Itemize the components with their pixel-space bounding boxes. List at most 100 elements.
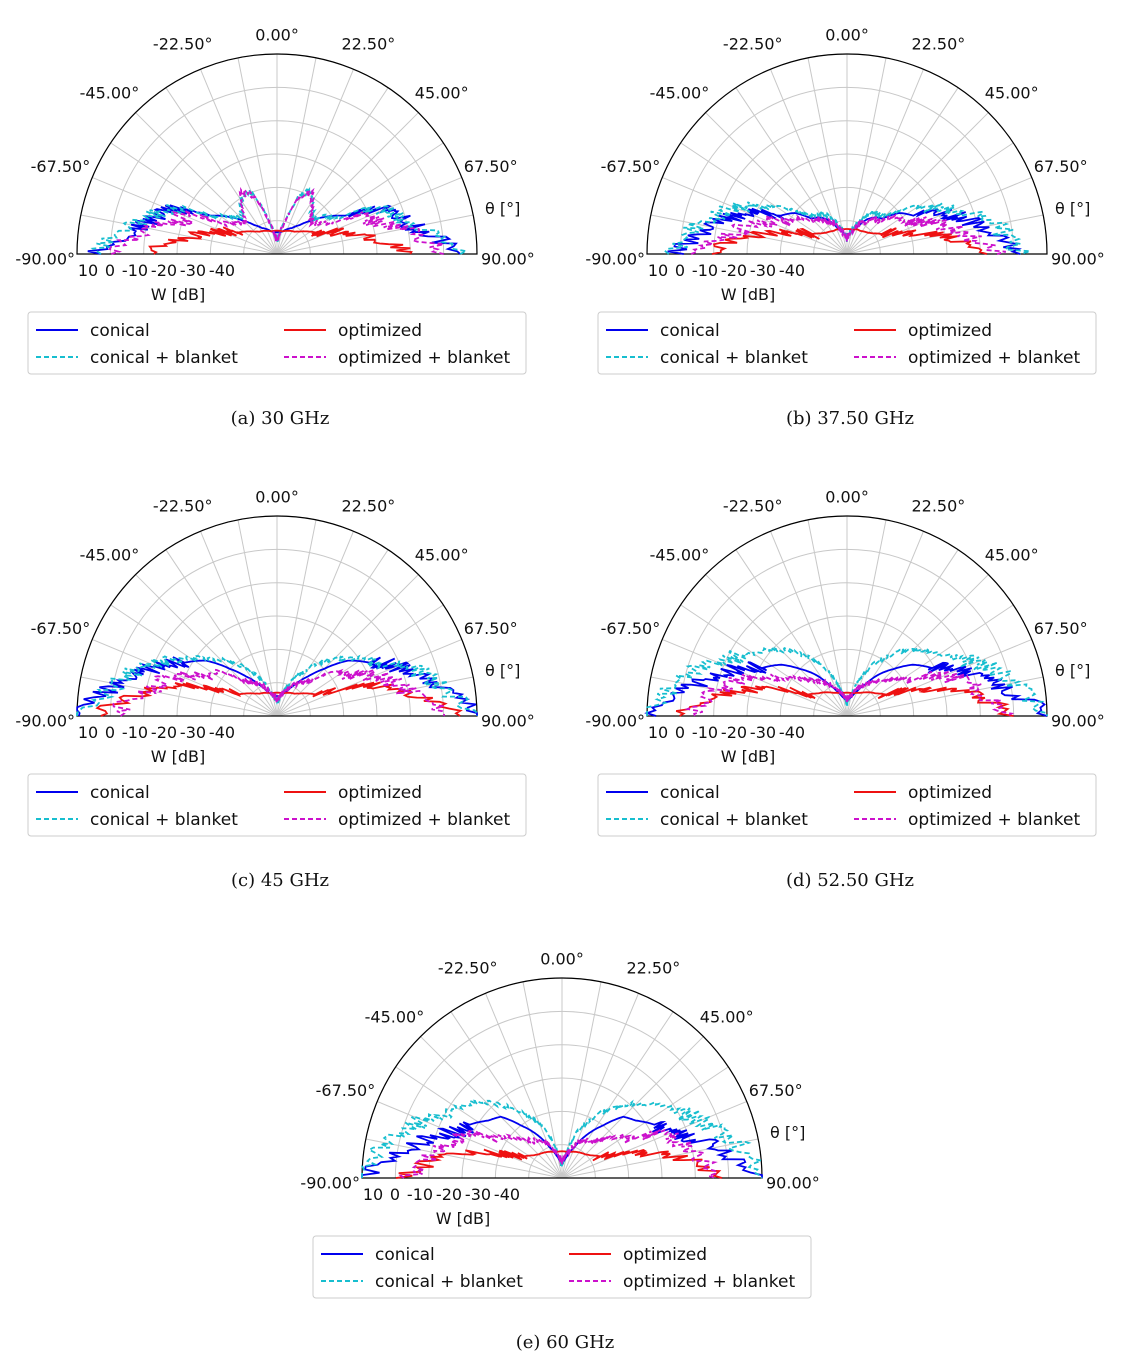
angular-grid-line [561, 993, 639, 1179]
angle-tick-label: 22.50° [341, 35, 395, 54]
angle-tick-label: -90.00° [585, 250, 645, 269]
angle-tick-label: 45.00° [415, 84, 469, 103]
angular-grid-line [276, 57, 317, 255]
angular-grid-line [705, 112, 848, 255]
angular-grid-line [650, 214, 848, 255]
angular-grid-line [846, 177, 1032, 255]
angular-grid-line [522, 981, 563, 1179]
caption-c: (c) 45 GHz [230, 870, 330, 891]
angle-tick-label: -90.00° [15, 712, 75, 731]
legend-box [27, 773, 527, 837]
polar-chart-a: -90.00° -67.50° -45.00° -22.50° 0.00° 22.50° 4… [15, 26, 535, 375]
radial-tick-label: 10 [648, 261, 668, 280]
radial-tick-label: -10 [407, 1185, 433, 1204]
radial-tick-label: 0 [105, 723, 115, 742]
chart-panel-e: -90.00° -67.50° -45.00° -22.50° 0.00° 22.50° 4… [285, 924, 825, 1364]
radial-tick-label: -20 [721, 261, 747, 280]
angle-tick-label: 0.00° [255, 26, 299, 45]
radial-tick-label: -30 [180, 723, 206, 742]
angle-tick-label: -22.50° [153, 35, 213, 54]
radial-tick-label: -20 [721, 723, 747, 742]
angle-tick-label: -67.50° [601, 619, 661, 638]
legend-label: conical + blanket [375, 1272, 523, 1292]
angle-tick-label: -67.50° [316, 1081, 376, 1100]
angular-grid-line [237, 57, 278, 255]
series-line-3 [108, 186, 444, 255]
radial-tick-label: -10 [122, 261, 148, 280]
angle-tick-label: -45.00° [80, 546, 140, 565]
angle-tick-label: 22.50° [341, 497, 395, 516]
angle-tick-label: -90.00° [15, 250, 75, 269]
caption-d: (d) 52.50 GHz [785, 870, 915, 891]
radial-tick-label: 0 [675, 723, 685, 742]
angular-grid-line [846, 676, 1044, 717]
radial-tick-label: 0 [105, 261, 115, 280]
angular-grid-line [561, 1101, 747, 1179]
angle-tick-label: 90.00° [481, 250, 535, 269]
angular-grid-line [846, 87, 959, 255]
angular-grid-line [846, 57, 887, 255]
radial-axis-label: W [dB] [721, 747, 776, 766]
angular-grid-line [485, 993, 563, 1179]
legend-label: optimized + blanket [623, 1272, 795, 1292]
legend-label: optimized + blanket [908, 348, 1080, 368]
polar-frame [76, 515, 478, 717]
angular-grid-line [365, 1138, 563, 1179]
angle-tick-label: 0.00° [255, 488, 299, 507]
chart-panel-c: -90.00° -67.50° -45.00° -22.50° 0.00° 22.50° 4… [0, 462, 540, 902]
radial-tick-label: -20 [436, 1185, 462, 1204]
angular-grid-line [561, 1011, 674, 1179]
angular-grid-line [846, 112, 989, 255]
angular-grid-line [276, 177, 462, 255]
theta-axis-label: θ [°] [485, 199, 520, 218]
radial-tick-label: 0 [675, 261, 685, 280]
series-line-2 [675, 685, 1014, 717]
angular-grid-line [135, 112, 278, 255]
legend-label: optimized [338, 783, 422, 803]
radial-tick-label: -40 [209, 723, 235, 742]
legend-label: conical [660, 321, 720, 341]
angular-grid-line [680, 142, 848, 255]
series-line-2 [711, 227, 988, 255]
legend-box [312, 1235, 812, 1299]
angle-tick-label: 22.50° [911, 35, 965, 54]
angular-grid-line [650, 676, 848, 717]
angle-tick-label: 90.00° [481, 712, 535, 731]
angular-grid-line [662, 177, 848, 255]
angular-grid-line [237, 519, 278, 717]
angle-tick-label: -90.00° [585, 712, 645, 731]
radial-tick-label: 0 [390, 1185, 400, 1204]
radial-tick-label: -10 [692, 261, 718, 280]
radial-tick-label: -40 [779, 723, 805, 742]
radial-tick-label: 10 [363, 1185, 383, 1204]
legend-label: conical + blanket [660, 348, 808, 368]
radial-tick-label: -30 [750, 261, 776, 280]
angular-grid-line [846, 549, 959, 717]
angle-tick-label: -67.50° [31, 157, 91, 176]
polar-frame [361, 977, 763, 1179]
angular-grid-line [110, 142, 278, 255]
radial-tick-label: 10 [78, 261, 98, 280]
angular-grid-line [276, 676, 474, 717]
legend-label: optimized [908, 783, 992, 803]
legend-label: conical + blanket [90, 810, 238, 830]
angle-tick-label: -45.00° [365, 1008, 425, 1027]
polar-chart-b: -90.00° -67.50° -45.00° -22.50° 0.00° 22.50° 4… [585, 26, 1105, 375]
legend-box [597, 311, 1097, 375]
series-line-3 [684, 670, 1015, 717]
angle-tick-label: 45.00° [415, 546, 469, 565]
radial-tick-label: -10 [692, 723, 718, 742]
chart-panel-a: -90.00° -67.50° -45.00° -22.50° 0.00° 22.50° 4… [0, 0, 540, 440]
angle-tick-label: 0.00° [825, 488, 869, 507]
angle-tick-label: 67.50° [1034, 619, 1088, 638]
legend-box [27, 311, 527, 375]
angle-tick-label: 67.50° [1034, 157, 1088, 176]
angle-tick-label: 45.00° [985, 84, 1039, 103]
angular-grid-line [276, 574, 419, 717]
angular-grid-line [92, 639, 278, 717]
angular-grid-line [846, 574, 989, 717]
angle-tick-label: -45.00° [80, 84, 140, 103]
angle-tick-label: 90.00° [1051, 712, 1105, 731]
radial-tick-label: -10 [122, 723, 148, 742]
angle-tick-label: 67.50° [464, 157, 518, 176]
